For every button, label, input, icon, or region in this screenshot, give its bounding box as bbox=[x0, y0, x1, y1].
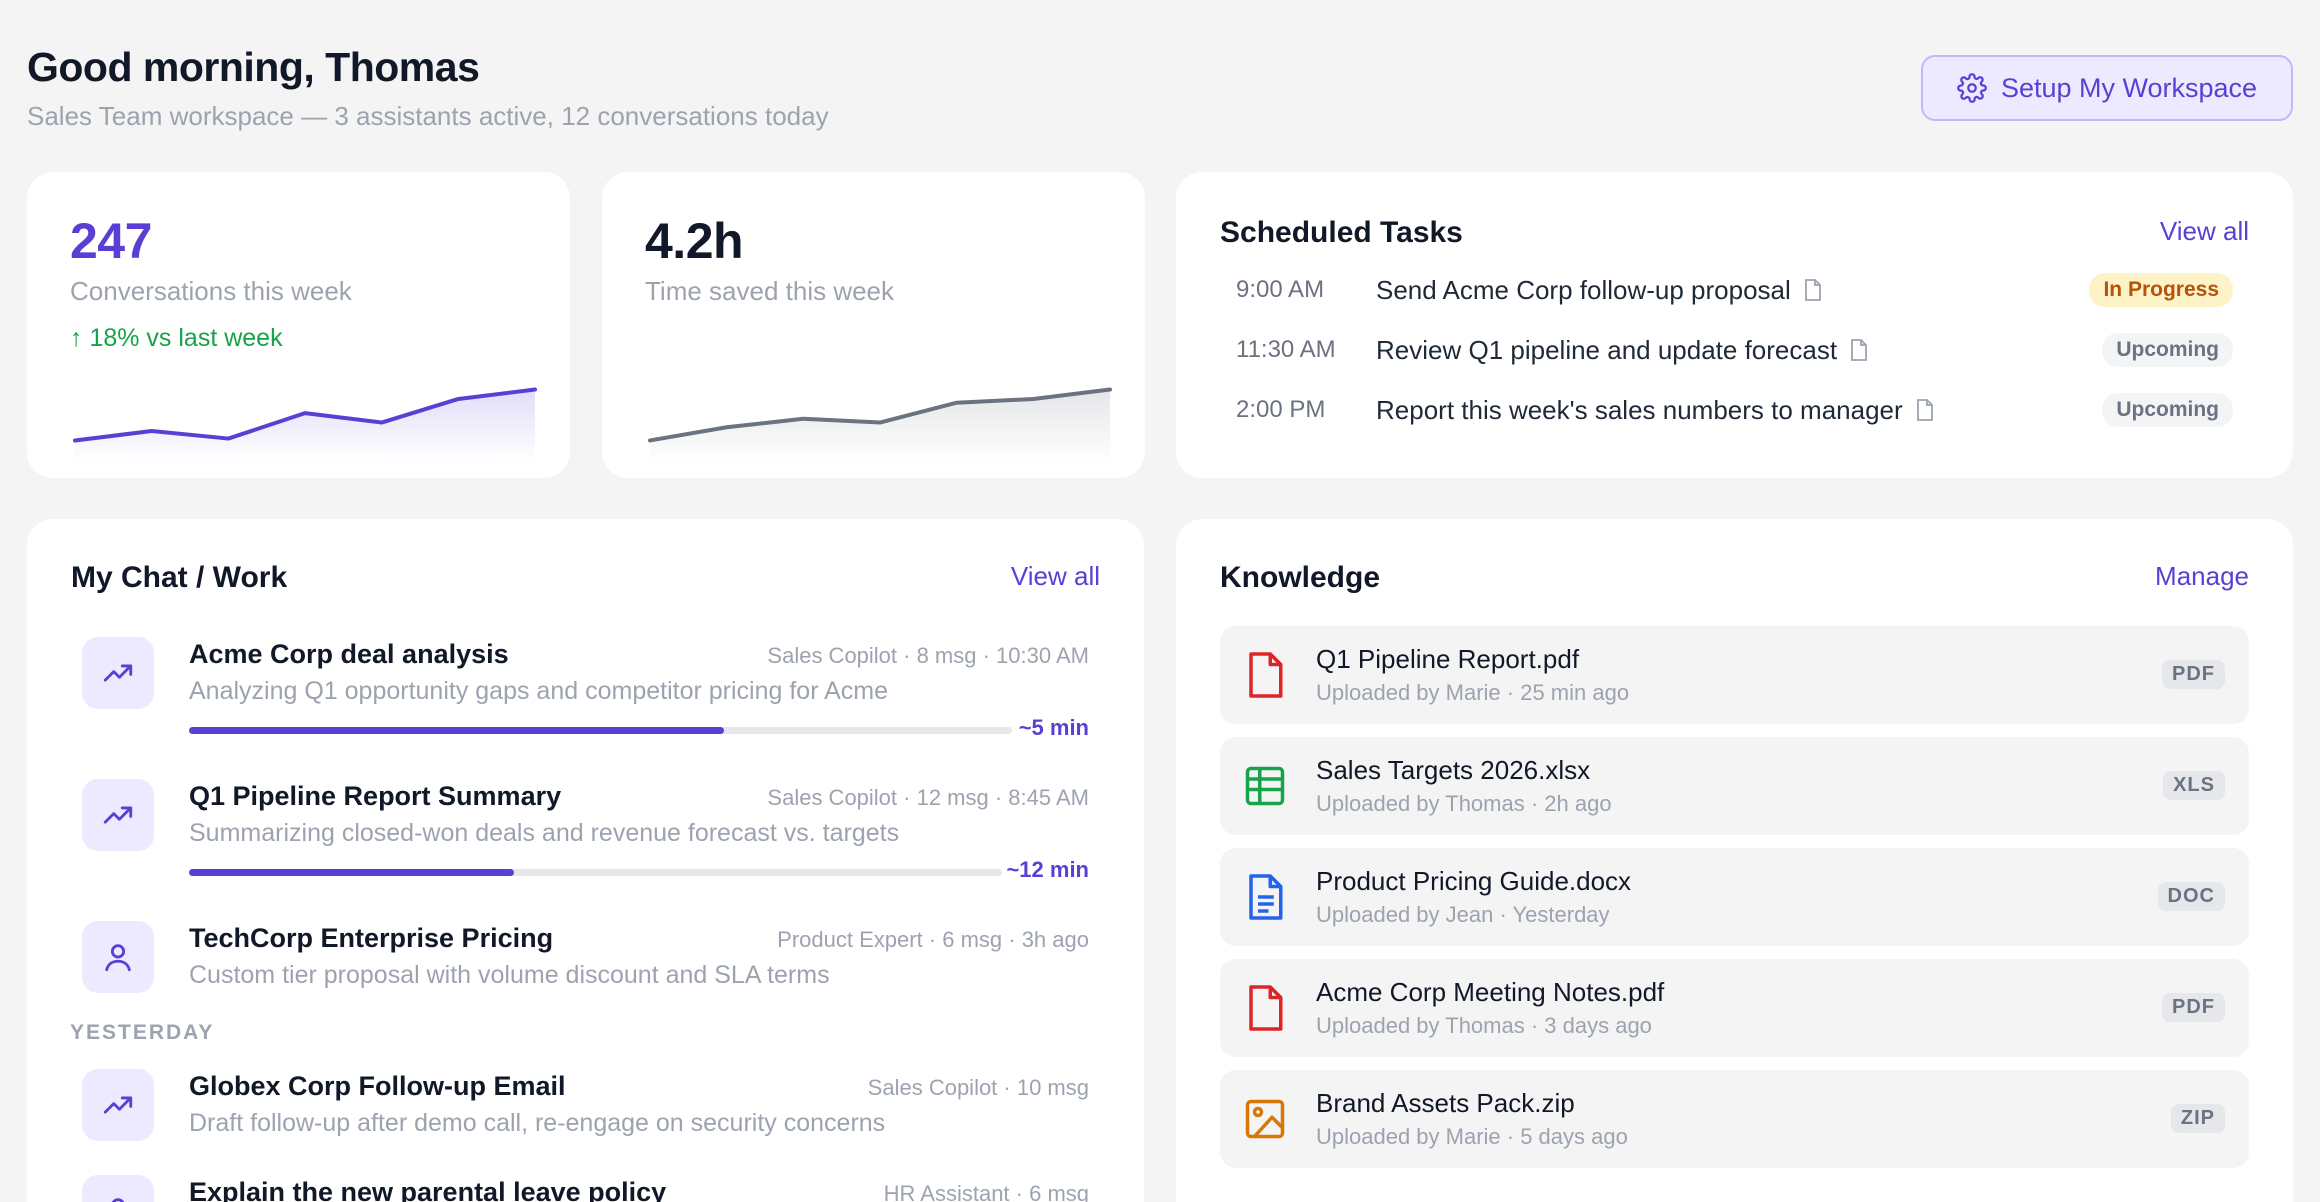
card-title: Scheduled Tasks bbox=[1220, 216, 1463, 249]
pdf-file-icon bbox=[1249, 985, 1283, 1031]
pdf-file-icon bbox=[1249, 652, 1283, 698]
task-text: Report this week's sales numbers to mana… bbox=[1376, 394, 1903, 425]
chat-description: Analyzing Q1 opportunity gaps and compet… bbox=[189, 677, 888, 705]
chat-title: Globex Corp Follow-up Email bbox=[189, 1071, 566, 1101]
chat-title: Acme Corp deal analysis bbox=[189, 639, 509, 669]
chat-item[interactable]: Q1 Pipeline Report Summary Sales Copilot… bbox=[82, 779, 1089, 899]
sparkline-area bbox=[75, 389, 535, 462]
progress-fill bbox=[189, 727, 724, 734]
chat-description: Summarizing closed-won deals and revenue… bbox=[189, 819, 900, 847]
file-meta: Uploaded by Jean · Yesterday bbox=[1316, 902, 1610, 927]
task-time: 9:00 AM bbox=[1236, 276, 1325, 303]
chat-meta: Product Expert · 6 msg · 3h ago bbox=[777, 927, 1089, 952]
knowledge-card: Knowledge Manage Q1 Pipeline Report.pdf … bbox=[1176, 519, 2293, 1202]
sparkline-line bbox=[648, 387, 1112, 443]
knowledge-manage-link[interactable]: Manage bbox=[2155, 561, 2249, 591]
sparkline-line bbox=[73, 387, 537, 443]
chat-meta: HR Assistant · 6 msg bbox=[883, 1181, 1089, 1202]
trending-up-icon bbox=[82, 1069, 154, 1141]
document-icon bbox=[1916, 399, 1933, 421]
file-meta: Uploaded by Marie · 25 min ago bbox=[1316, 680, 1630, 705]
page-subtitle: Sales Team workspace — 3 assistants acti… bbox=[27, 101, 829, 131]
stat-label: Time saved this week bbox=[645, 276, 895, 306]
stat-card-conversations: 247 Conversations this week ↑ 18% vs las… bbox=[27, 172, 570, 478]
task-time: 11:30 AM bbox=[1236, 336, 1336, 363]
chat-meta: Sales Copilot · 8 msg · 10:30 AM bbox=[767, 643, 1089, 668]
sparkline-area bbox=[650, 389, 1110, 462]
status-badge: In Progress bbox=[2089, 273, 2233, 307]
stat-value: 247 bbox=[70, 213, 152, 269]
file-name: Brand Assets Pack.zip bbox=[1316, 1088, 1575, 1118]
file-type-badge: DOC bbox=[2157, 882, 2225, 911]
file-name: Acme Corp Meeting Notes.pdf bbox=[1316, 977, 1665, 1007]
progress-eta: ~5 min bbox=[1018, 715, 1089, 740]
progress-bar bbox=[189, 869, 1002, 876]
scheduled-tasks-card: Scheduled Tasks View all 9:00 AM Send Ac… bbox=[1176, 172, 2293, 478]
chat-item[interactable]: Explain the new parental leave policy HR… bbox=[82, 1175, 1089, 1202]
stat-trend: ↑ 18% vs last week bbox=[70, 324, 283, 352]
stat-label: Conversations this week bbox=[70, 276, 352, 306]
sparkline-conversations bbox=[73, 387, 537, 462]
chat-work-card: My Chat / Work View all Acme Corp deal a… bbox=[27, 519, 1144, 1202]
chat-description: Custom tier proposal with volume discoun… bbox=[189, 961, 830, 989]
stat-card-time-saved: 4.2h Time saved this week bbox=[602, 172, 1145, 478]
chat-meta: Sales Copilot · 12 msg · 8:45 AM bbox=[767, 785, 1089, 810]
chat-meta: Sales Copilot · 10 msg bbox=[867, 1075, 1089, 1100]
file-name: Q1 Pipeline Report.pdf bbox=[1316, 644, 1580, 674]
trending-up-icon bbox=[82, 637, 154, 709]
chat-title: TechCorp Enterprise Pricing bbox=[189, 923, 554, 953]
section-label-yesterday: YESTERDAY bbox=[70, 1021, 215, 1044]
file-meta: Uploaded by Thomas · 2h ago bbox=[1316, 791, 1612, 816]
setup-workspace-button[interactable]: Setup My Workspace bbox=[1921, 55, 2293, 121]
task-row[interactable]: 11:30 AM Review Q1 pipeline and update f… bbox=[1236, 325, 2233, 375]
file-row[interactable]: Acme Corp Meeting Notes.pdf Uploaded by … bbox=[1220, 959, 2249, 1057]
task-text: Send Acme Corp follow-up proposal bbox=[1376, 274, 1791, 305]
progress-eta: ~12 min bbox=[1006, 857, 1089, 882]
page-title: Good morning, Thomas bbox=[27, 44, 480, 90]
trending-up-icon bbox=[82, 779, 154, 851]
card-title: Knowledge bbox=[1220, 561, 1381, 594]
setup-workspace-label: Setup My Workspace bbox=[2000, 72, 2258, 103]
task-text: Review Q1 pipeline and update forecast bbox=[1376, 334, 1838, 365]
file-type-badge: ZIP bbox=[2170, 1104, 2225, 1133]
chat-view-all-link[interactable]: View all bbox=[1010, 561, 1100, 591]
file-type-badge: XLS bbox=[2163, 771, 2225, 800]
gear-icon bbox=[1957, 73, 1987, 103]
task-row[interactable]: 9:00 AM Send Acme Corp follow-up proposa… bbox=[1236, 265, 2233, 315]
task-row[interactable]: 2:00 PM Report this week's sales numbers… bbox=[1236, 385, 2233, 435]
sparkline-time-saved bbox=[648, 387, 1112, 462]
chat-description: Draft follow-up after demo call, re-enga… bbox=[189, 1109, 886, 1137]
document-icon bbox=[1804, 279, 1821, 301]
file-row[interactable]: Product Pricing Guide.docx Uploaded by J… bbox=[1220, 848, 2249, 946]
file-type-badge: PDF bbox=[2162, 660, 2225, 689]
document-icon bbox=[1851, 339, 1867, 361]
status-badge: Upcoming bbox=[2102, 333, 2233, 367]
progress-bar bbox=[189, 727, 1012, 734]
stat-value: 4.2h bbox=[645, 213, 744, 269]
file-meta: Uploaded by Thomas · 3 days ago bbox=[1316, 1013, 1652, 1038]
file-name: Product Pricing Guide.docx bbox=[1316, 866, 1632, 896]
file-row[interactable]: Brand Assets Pack.zip Uploaded by Marie … bbox=[1220, 1070, 2249, 1168]
status-badge: Upcoming bbox=[2102, 393, 2233, 427]
tasks-view-all-link[interactable]: View all bbox=[2159, 216, 2249, 246]
file-meta: Uploaded by Marie · 5 days ago bbox=[1316, 1124, 1628, 1149]
chat-title: Explain the new parental leave policy bbox=[189, 1177, 667, 1202]
file-row[interactable]: Sales Targets 2026.xlsx Uploaded by Thom… bbox=[1220, 737, 2249, 835]
spreadsheet-icon bbox=[1245, 766, 1285, 806]
chat-item[interactable]: Acme Corp deal analysis Sales Copilot · … bbox=[82, 637, 1089, 757]
file-row[interactable]: Q1 Pipeline Report.pdf Uploaded by Marie… bbox=[1220, 626, 2249, 724]
user-icon bbox=[82, 921, 154, 993]
chat-item[interactable]: Globex Corp Follow-up Email Sales Copilo… bbox=[82, 1069, 1089, 1149]
user-icon bbox=[82, 1175, 154, 1202]
page-header: Good morning, Thomas Sales Team workspac… bbox=[27, 44, 2293, 144]
progress-fill bbox=[189, 869, 515, 876]
file-name: Sales Targets 2026.xlsx bbox=[1316, 755, 1591, 785]
card-title: My Chat / Work bbox=[71, 561, 288, 594]
task-time: 2:00 PM bbox=[1236, 396, 1326, 423]
document-icon bbox=[1249, 874, 1283, 920]
image-icon bbox=[1245, 1099, 1285, 1139]
chat-item[interactable]: TechCorp Enterprise Pricing Product Expe… bbox=[82, 921, 1089, 1001]
file-type-badge: PDF bbox=[2162, 993, 2225, 1022]
chat-title: Q1 Pipeline Report Summary bbox=[189, 781, 562, 811]
